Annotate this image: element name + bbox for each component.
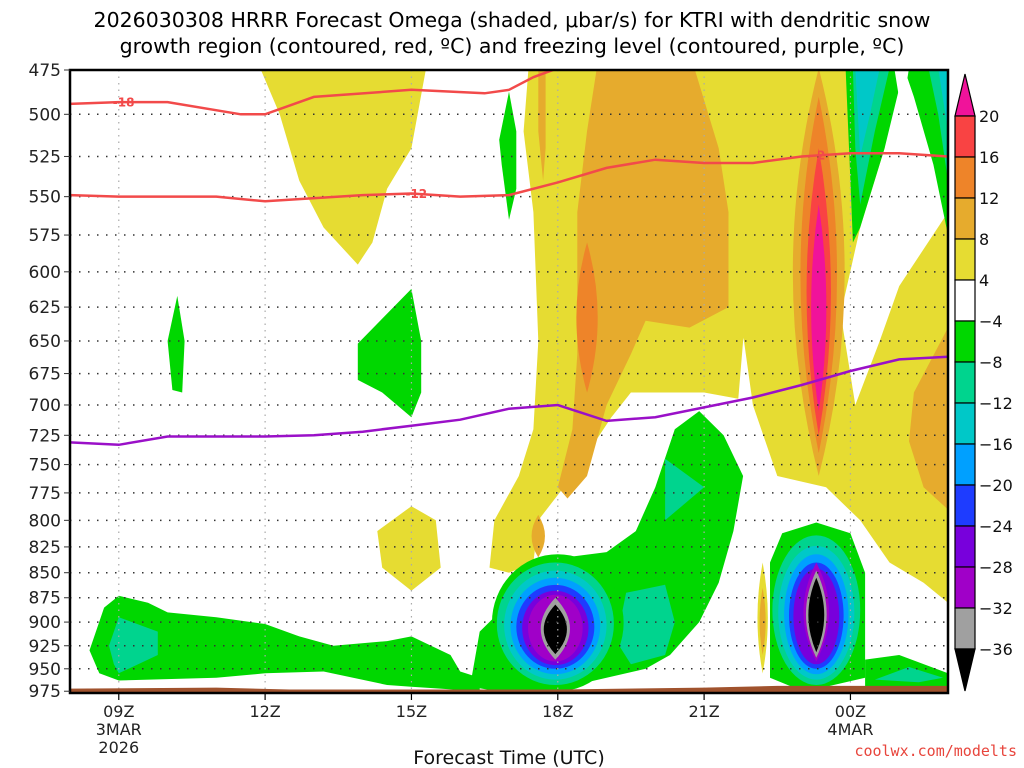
credit-link[interactable]: coolwx.com/modelts bbox=[854, 742, 1017, 760]
y-tick-label: 725 bbox=[29, 426, 61, 446]
colorbar-tick-label: 16 bbox=[979, 148, 999, 167]
chart-title-line-1: 2026030308 HRRR Forecast Omega (shaded, … bbox=[94, 8, 931, 32]
shade-region bbox=[874, 667, 944, 683]
contour-lines: -18 -12 2 bbox=[70, 70, 948, 447]
y-tick-label: 875 bbox=[29, 589, 61, 609]
shade-region bbox=[531, 514, 545, 558]
shade-region bbox=[855, 70, 880, 157]
shade-region bbox=[909, 327, 948, 510]
colorbar-tick-label: −20 bbox=[979, 476, 1013, 495]
shade-region bbox=[377, 506, 441, 591]
y-tick-label: 925 bbox=[29, 637, 61, 657]
colorbar-swatch bbox=[954, 115, 976, 158]
y-tick-label: 525 bbox=[29, 147, 61, 167]
x-axis-label: Forecast Time (UTC) bbox=[413, 747, 604, 768]
colorbar-tick-label: 4 bbox=[979, 271, 989, 290]
x-tick-sublabel: 4MAR bbox=[827, 720, 873, 739]
y-tick-label: 475 bbox=[29, 61, 61, 81]
y-tick-label: 700 bbox=[29, 396, 61, 416]
y-axis-ticks: 475 500 525 550 575 600 625 650 675 700 725 750 775 8… bbox=[29, 61, 70, 702]
y-tick-label: 500 bbox=[29, 105, 61, 125]
y-tick-label: 600 bbox=[29, 263, 61, 283]
y-tick-label: 975 bbox=[29, 682, 61, 702]
colorbar-tick-label: −24 bbox=[979, 517, 1013, 536]
shade-region bbox=[538, 70, 546, 181]
colorbar-swatch bbox=[954, 607, 976, 650]
shade-region bbox=[557, 70, 729, 499]
colorbar-tick-label: −8 bbox=[979, 353, 1003, 372]
colorbar-top-arrow bbox=[954, 73, 976, 117]
contour-dgz-minus18 bbox=[70, 70, 557, 116]
colorbar-swatch bbox=[954, 484, 976, 527]
y-tick-label: 850 bbox=[29, 564, 61, 584]
shade-region bbox=[808, 577, 825, 653]
colorbar-tick-label: −16 bbox=[979, 435, 1013, 454]
colorbar-bottom-arrow bbox=[954, 648, 976, 692]
y-tick-label: 650 bbox=[29, 332, 61, 352]
colorbar-swatch bbox=[954, 525, 976, 568]
colorbar-swatch bbox=[954, 197, 976, 240]
colorbar-swatch bbox=[954, 320, 976, 363]
contour-dgz-minus12 bbox=[70, 151, 948, 203]
shade-region bbox=[894, 70, 909, 115]
shade-region bbox=[616, 584, 675, 665]
shade-region bbox=[938, 70, 948, 132]
colorbar-tick-label: −28 bbox=[979, 558, 1013, 577]
colorbar-tick-label: −12 bbox=[979, 394, 1013, 413]
shade-region bbox=[499, 91, 517, 220]
x-tick-label: 18Z bbox=[542, 702, 573, 721]
x-tick-label: 00Z bbox=[835, 702, 866, 721]
shade-region bbox=[576, 242, 598, 393]
ground-terrain bbox=[70, 685, 948, 693]
y-tick-label: 750 bbox=[29, 456, 61, 476]
contour-freezing-level bbox=[70, 355, 948, 447]
colorbar-swatch bbox=[954, 566, 976, 609]
colorbar-tick-label: −36 bbox=[979, 640, 1013, 659]
colorbar-swatch bbox=[954, 238, 976, 281]
colorbar: 20 16 12 8 4 −4 −8 −12 −16 −20 −24 −28 −32 −36 bbox=[954, 73, 1013, 692]
colorbar-swatch bbox=[954, 443, 976, 486]
colorbar-swatch bbox=[954, 361, 976, 404]
shade-region bbox=[665, 458, 705, 521]
colorbar-swatch bbox=[954, 156, 976, 199]
y-tick-label: 675 bbox=[29, 365, 61, 385]
colorbar-tick-label: 20 bbox=[979, 107, 999, 126]
y-tick-label: 550 bbox=[29, 188, 61, 208]
contour-label-minus12-right: 2 bbox=[817, 148, 825, 162]
y-tick-label: 900 bbox=[29, 613, 61, 633]
y-tick-label: 800 bbox=[29, 511, 61, 531]
y-tick-label: 625 bbox=[29, 298, 61, 318]
contour-label-minus18: -18 bbox=[113, 96, 135, 110]
colorbar-swatch bbox=[954, 279, 976, 322]
shade-region bbox=[167, 295, 185, 393]
colorbar-tick-label: −32 bbox=[979, 599, 1013, 618]
y-tick-label: 775 bbox=[29, 484, 61, 504]
colorbar-tick-label: 8 bbox=[979, 230, 989, 249]
x-tick-sublabel: 3MAR bbox=[96, 720, 142, 739]
colorbar-swatch bbox=[954, 402, 976, 445]
shade-region bbox=[904, 70, 948, 235]
colorbar-tick-label: −4 bbox=[979, 312, 1003, 331]
shade-region bbox=[811, 204, 827, 412]
x-tick-label: 15Z bbox=[396, 702, 427, 721]
plot-frame bbox=[68, 68, 950, 695]
shade-region bbox=[543, 604, 567, 655]
shade-region bbox=[357, 288, 422, 418]
shade-region bbox=[759, 587, 766, 656]
y-tick-label: 825 bbox=[29, 538, 61, 558]
contour-label-minus12: -12 bbox=[405, 187, 427, 201]
x-tick-sublabel: 2026 bbox=[98, 738, 139, 757]
shade-region bbox=[260, 70, 426, 265]
colorbar-tick-label: 12 bbox=[979, 189, 999, 208]
x-tick-label: 09Z bbox=[103, 702, 134, 721]
chart-title-line-2: growth region (contoured, red, ºC) and f… bbox=[120, 34, 905, 58]
y-tick-label: 575 bbox=[29, 226, 61, 246]
x-tick-label: 12Z bbox=[249, 702, 280, 721]
x-tick-label: 21Z bbox=[688, 702, 719, 721]
ground-layer bbox=[70, 685, 948, 693]
y-tick-label: 950 bbox=[29, 660, 61, 680]
shade-region bbox=[89, 595, 480, 692]
